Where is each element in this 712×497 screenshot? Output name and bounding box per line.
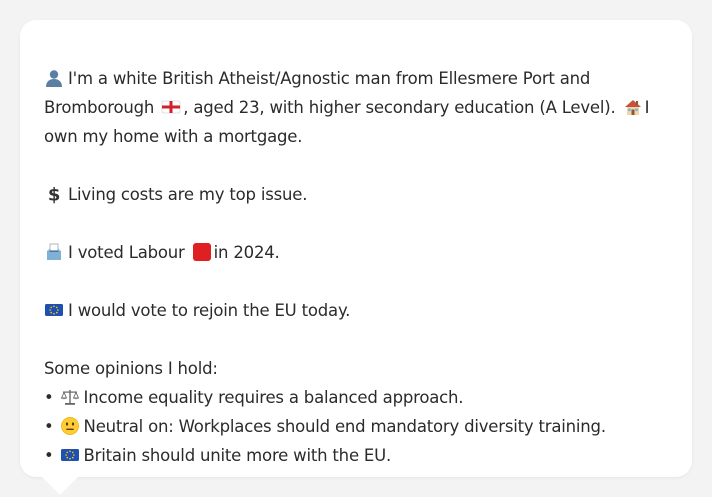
intro-line-1: I'm a white British Atheist/Agnostic man… [68, 69, 591, 88]
opinion-item-0: • Income equality requires a balanced ap… [44, 383, 668, 412]
balance-scale-icon [60, 390, 79, 405]
profile-message-bubble: I'm a white British Atheist/Agnostic man… [20, 20, 692, 477]
dollar-icon: $ [48, 185, 61, 205]
bullet: • [44, 417, 54, 436]
vote-text-a: I voted Labour [68, 243, 185, 262]
person-icon [46, 70, 62, 87]
red-square-icon [192, 243, 211, 261]
intro-line-2b: , aged 23, with higher secondary educati… [183, 98, 616, 117]
eu-text: I would vote to rejoin the EU today. [68, 301, 351, 320]
eu-flag-icon [60, 449, 79, 461]
opinion-text: Neutral on: Workplaces should end mandat… [83, 417, 607, 436]
intro-paragraph: I'm a white British Atheist/Agnostic man… [44, 64, 668, 151]
message-bubble-tail [42, 477, 78, 495]
opinions-heading: Some opinions I hold: [44, 359, 218, 378]
ballot-box-icon [47, 243, 61, 260]
opinion-text: Britain should unite more with the EU. [83, 446, 392, 465]
vote-text-b: in 2024. [213, 243, 280, 262]
vote-paragraph: I voted Labour in 2024. [44, 238, 668, 267]
issue-paragraph: $ Living costs are my top issue. [44, 180, 668, 209]
svg-text:$: $ [48, 185, 60, 205]
eu-flag-icon [45, 304, 63, 316]
opinion-item-1: • Neutral on: Workplaces should end mand… [44, 412, 668, 441]
house-icon [624, 100, 641, 115]
opinion-item-2: • Britain should unite more with the EU. [44, 441, 668, 470]
bullet: • [44, 388, 54, 407]
england-flag-icon [161, 100, 181, 114]
intro-line-3: own my home with a mortgage. [44, 127, 303, 146]
opinion-text: Income equality requires a balanced appr… [83, 388, 464, 407]
issue-text: Living costs are my top issue. [68, 185, 308, 204]
intro-line-2a: Bromborough [44, 98, 155, 117]
profile-text: I'm a white British Atheist/Agnostic man… [44, 64, 668, 470]
bullet: • [44, 446, 54, 465]
neutral-face-icon [60, 417, 79, 435]
intro-line-2c: I [644, 98, 650, 117]
eu-paragraph: I would vote to rejoin the EU today. [44, 296, 668, 325]
